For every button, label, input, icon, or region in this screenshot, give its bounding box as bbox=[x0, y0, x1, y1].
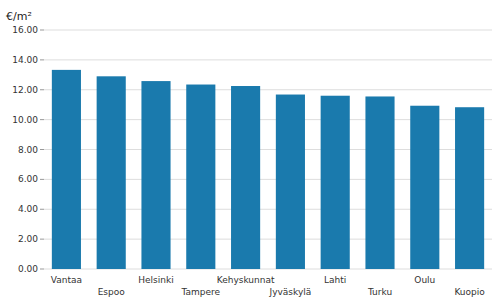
y-tick bbox=[40, 89, 44, 90]
bar bbox=[365, 96, 394, 269]
x-tick-label: Oulu bbox=[414, 275, 435, 285]
y-tick-label: 6.00 bbox=[18, 174, 38, 184]
y-tick bbox=[40, 119, 44, 120]
bar bbox=[321, 96, 350, 269]
bar bbox=[97, 76, 126, 269]
grid-line bbox=[44, 59, 492, 60]
bar bbox=[455, 107, 484, 269]
x-tick-label: Vantaa bbox=[51, 275, 82, 285]
y-tick bbox=[40, 239, 44, 240]
y-tick-label: 16.00 bbox=[12, 25, 38, 35]
bar bbox=[231, 86, 260, 269]
x-tick-label: Kehyskunnat bbox=[217, 275, 275, 285]
chart-container: 0.00 2.00 4.00 6.00 8.00 10.00 12.00 14.00 16.00… bbox=[0, 0, 500, 305]
y-tick-label: 0.00 bbox=[18, 264, 38, 274]
bar bbox=[52, 70, 81, 269]
bars bbox=[52, 70, 484, 269]
y-tick bbox=[40, 209, 44, 210]
bar bbox=[410, 106, 439, 269]
x-tick-label: Tampere bbox=[181, 287, 221, 297]
y-tick-label: 2.00 bbox=[18, 234, 38, 244]
y-axis-label: €/m² bbox=[6, 10, 32, 23]
y-tick bbox=[40, 149, 44, 150]
x-tick-label: Espoo bbox=[98, 287, 126, 297]
y-tick-label: 10.00 bbox=[12, 115, 38, 125]
y-tick-label: 8.00 bbox=[18, 145, 38, 155]
bar bbox=[141, 81, 170, 269]
y-tick bbox=[40, 269, 44, 270]
grid-line bbox=[44, 30, 492, 31]
y-axis: 0.00 2.00 4.00 6.00 8.00 10.00 12.00 14.00 16.00 bbox=[12, 25, 492, 274]
y-tick bbox=[40, 59, 44, 60]
x-tick-label: Lahti bbox=[324, 275, 346, 285]
x-tick-label: Helsinki bbox=[138, 275, 173, 285]
chart: 0.00 2.00 4.00 6.00 8.00 10.00 12.00 14.00 16.00… bbox=[0, 0, 500, 305]
y-tick bbox=[40, 30, 44, 31]
bar bbox=[186, 85, 215, 269]
x-tick-label: Jyväskylä bbox=[269, 287, 312, 297]
y-tick-label: 12.00 bbox=[12, 85, 38, 95]
y-tick-label: 14.00 bbox=[12, 55, 38, 65]
x-tick-label: Turku bbox=[367, 287, 392, 297]
x-tick-label: Kuopio bbox=[454, 287, 485, 297]
y-tick bbox=[40, 179, 44, 180]
y-tick-label: 4.00 bbox=[18, 204, 38, 214]
bar bbox=[276, 95, 305, 269]
x-axis: Vantaa Espoo Helsinki Tampere Kehyskunnat Jyv… bbox=[51, 275, 486, 297]
